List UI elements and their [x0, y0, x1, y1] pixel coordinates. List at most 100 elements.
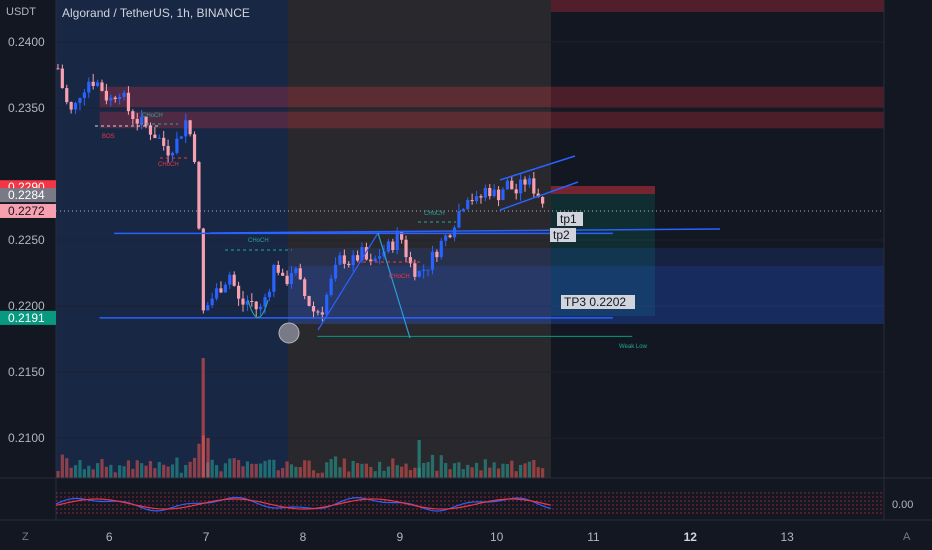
candle-body [351, 255, 355, 266]
supply-zone-2 [99, 111, 885, 129]
candle-body [241, 298, 245, 305]
volume-bar [113, 472, 117, 478]
candle-body [263, 297, 267, 307]
candle-body [527, 178, 532, 185]
volume-bar [514, 471, 518, 478]
volume-bar [104, 466, 109, 478]
volume-bar [303, 460, 307, 478]
candle-body [210, 298, 214, 306]
candle-body [276, 265, 280, 273]
volume-bar [60, 454, 64, 478]
volume-bar [466, 464, 470, 478]
volume-bar [470, 467, 474, 478]
volume-bar [118, 465, 122, 478]
candle-body [250, 300, 254, 302]
volume-bar [541, 468, 545, 478]
x-tick-label: 9 [396, 530, 403, 544]
volume-bars [56, 358, 545, 478]
candle-body [184, 120, 188, 137]
tp3-label: TP3 0.2202 [564, 295, 626, 309]
candle-body [109, 97, 113, 101]
volume-bar [245, 461, 250, 478]
candle-body [272, 265, 276, 292]
volume-bar [95, 463, 100, 478]
volume-bar [474, 462, 479, 478]
volume-bar [360, 463, 364, 478]
candle-body [153, 134, 157, 139]
tp1-label-box [557, 212, 583, 226]
price-tag-label: 0.2272 [8, 204, 45, 218]
channel-bottom [499, 181, 579, 211]
session-shade-blue [56, 0, 288, 478]
volume-bar [82, 469, 86, 478]
osc-line-k [55, 496, 552, 512]
volume-bar [135, 460, 139, 478]
volume-bar [364, 463, 368, 478]
candle-body [289, 273, 294, 285]
volume-bar [140, 463, 144, 478]
candle-body [135, 118, 139, 124]
volume-bar [236, 460, 241, 478]
volume-bar [241, 466, 245, 478]
candle-body [395, 231, 399, 251]
candle-body [104, 90, 109, 101]
candle-body [307, 296, 311, 306]
candle-body [492, 189, 496, 197]
channel-top [499, 155, 576, 181]
volume-bar [157, 462, 161, 478]
volume-bar [496, 468, 501, 478]
candle-body [426, 269, 430, 271]
volume-bar [444, 463, 448, 478]
supply-zone-1 [99, 86, 885, 108]
candle-body [144, 116, 148, 126]
candle-body [333, 264, 338, 279]
volume-bar [333, 456, 338, 478]
zoom-reset-button[interactable]: Z [22, 531, 29, 543]
session-shade-grey [288, 0, 551, 478]
candle-body [448, 235, 452, 238]
volume-bar [294, 466, 298, 478]
volume-bar [109, 464, 113, 478]
candle-body [140, 116, 144, 124]
candle-body [214, 288, 219, 299]
volume-bar [73, 465, 78, 478]
candle-body [236, 285, 241, 299]
candle-body [479, 196, 483, 198]
volume-bar [377, 461, 382, 478]
volume-bar [170, 464, 175, 478]
candle-body [166, 145, 170, 156]
candle-body [541, 196, 545, 204]
auto-scale-button[interactable]: A [903, 531, 911, 543]
candle-body [532, 178, 536, 194]
candle-body [483, 187, 487, 198]
price-tag-box [0, 310, 56, 325]
candle-body [360, 247, 364, 261]
volume-bar [131, 468, 135, 478]
volume-bar [400, 466, 404, 478]
candle-body [408, 257, 413, 264]
candle-body [245, 300, 250, 305]
y-tick-label: 0.2250 [8, 233, 45, 247]
volume-bar [369, 466, 373, 478]
volume-bar [197, 443, 201, 478]
volume-bar [232, 458, 236, 478]
volume-bar [298, 467, 302, 478]
bos-label: BOS [102, 134, 115, 140]
volume-bar [395, 465, 399, 478]
volume-bar [382, 470, 386, 478]
volume-bar [122, 466, 126, 478]
candle-body [338, 255, 342, 265]
candle-body [364, 247, 368, 260]
candle-body [386, 241, 391, 252]
volume-bar [430, 454, 435, 478]
candle-body [56, 68, 60, 70]
candle-body [505, 180, 509, 190]
volume-bar [148, 461, 153, 478]
y-tick-label: 0.2350 [8, 101, 45, 115]
candle-body [91, 81, 95, 86]
volume-bar [391, 458, 395, 478]
volume-bar [188, 461, 192, 478]
candle-body [514, 189, 518, 194]
unit-label: USDT [6, 6, 36, 18]
